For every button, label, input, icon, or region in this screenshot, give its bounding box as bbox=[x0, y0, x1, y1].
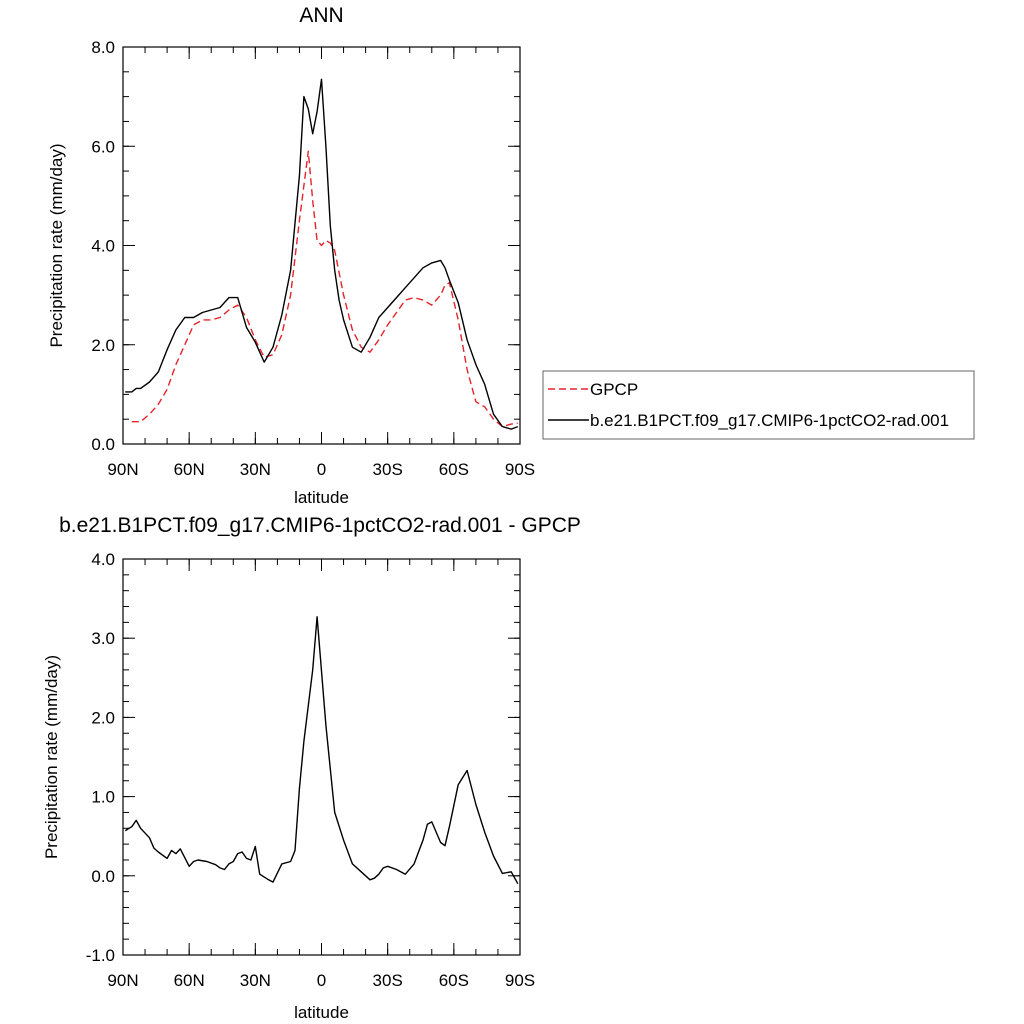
x-tick-label: 30S bbox=[373, 971, 403, 990]
y-tick-label: 0.0 bbox=[91, 435, 115, 454]
plot-frame bbox=[122, 46, 521, 445]
x-tick-label: 60S bbox=[439, 460, 469, 479]
bottom-panel-difference: b.e21.B1PCT.f09_g17.CMIP6-1pctCO2-rad.00… bbox=[42, 514, 581, 1022]
x-tick-label: 30S bbox=[373, 460, 403, 479]
legend-label-2: b.e21.B1PCT.f09_g17.CMIP6-1pctCO2-rad.00… bbox=[590, 411, 949, 430]
y-tick-label: 1.0 bbox=[91, 788, 115, 807]
x-tick-label: 90N bbox=[107, 460, 138, 479]
y-tick-label: 0.0 bbox=[91, 867, 115, 886]
y-tick-label: 6.0 bbox=[91, 137, 115, 156]
x-tick-label: 0 bbox=[317, 971, 326, 990]
x-tick-label: 90N bbox=[107, 971, 138, 990]
legend-box bbox=[542, 370, 975, 440]
y-tick-label: 2.0 bbox=[91, 336, 115, 355]
x-tick-label: 0 bbox=[317, 460, 326, 479]
legend: GPCP b.e21.B1PCT.f09_g17.CMIP6-1pctCO2-ra… bbox=[542, 370, 975, 440]
x-tick-label: 60N bbox=[174, 460, 205, 479]
x-tick-label: 30N bbox=[240, 971, 271, 990]
legend-label-1: GPCP bbox=[590, 380, 638, 399]
top-panel-annual-precipitation: ANN latitude Precipitation rate (mm/day) 90… bbox=[47, 4, 535, 507]
x-tick-label: 60N bbox=[174, 971, 205, 990]
series-line-1 bbox=[124, 616, 519, 885]
y-tick-label: 3.0 bbox=[91, 629, 115, 648]
y-tick-label: -1.0 bbox=[86, 946, 115, 965]
y-axis-label: Precipitation rate (mm/day) bbox=[47, 143, 66, 347]
plot-frame bbox=[122, 558, 521, 956]
y-axis-label: Precipitation rate (mm/day) bbox=[42, 655, 61, 859]
x-tick-label: 30N bbox=[240, 460, 271, 479]
chart-title: ANN bbox=[299, 4, 343, 27]
chart-title: b.e21.B1PCT.f09_g17.CMIP6-1pctCO2-rad.00… bbox=[59, 514, 581, 537]
y-tick-label: 4.0 bbox=[91, 237, 115, 256]
x-axis-label: latitude bbox=[294, 488, 349, 507]
y-tick-label: 4.0 bbox=[91, 550, 115, 569]
x-tick-label: 60S bbox=[439, 971, 469, 990]
x-tick-label: 90S bbox=[505, 971, 535, 990]
series-line-1 bbox=[131, 150, 518, 428]
x-axis-label: latitude bbox=[294, 1003, 349, 1022]
x-tick-label: 90S bbox=[505, 460, 535, 479]
y-tick-label: 8.0 bbox=[91, 38, 115, 57]
y-tick-label: 2.0 bbox=[91, 708, 115, 727]
series-line-2 bbox=[125, 78, 519, 430]
